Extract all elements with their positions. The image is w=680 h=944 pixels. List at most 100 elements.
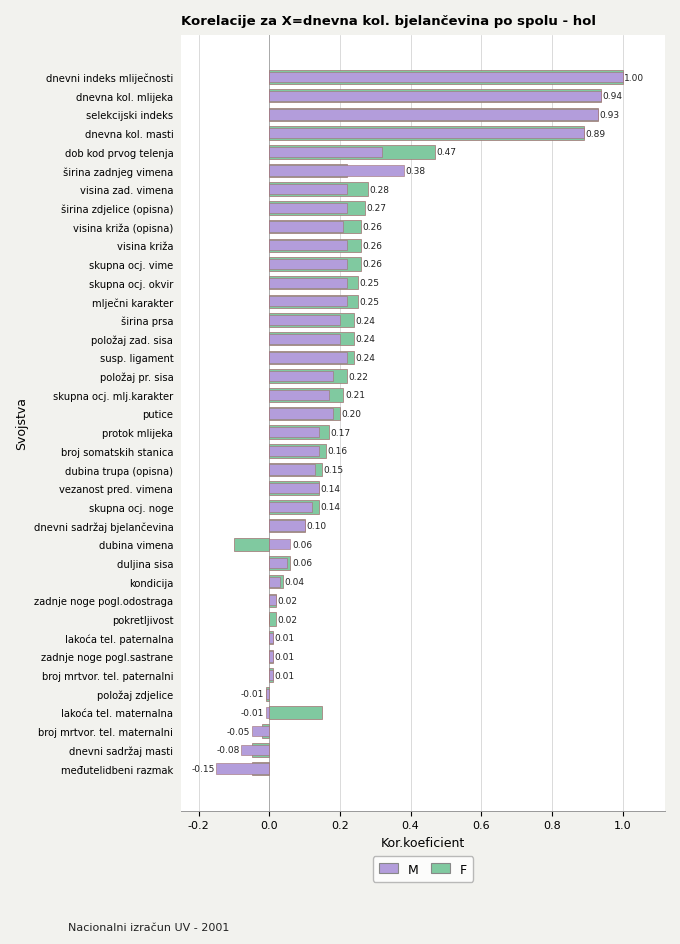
Bar [269,370,347,383]
Text: 0.94: 0.94 [602,93,623,101]
Bar [216,764,269,774]
Bar [269,164,347,178]
Bar [269,222,343,232]
Text: Korelacije za X=dnevna kol. bjelančevina po spolu - hol: Korelacije za X=dnevna kol. bjelančevina… [181,15,596,28]
Bar [269,389,343,402]
Text: 0.47: 0.47 [437,148,457,157]
Text: 0.01: 0.01 [274,671,294,680]
Text: 0.25: 0.25 [359,297,379,307]
Bar [269,407,340,421]
Bar [269,372,333,381]
Text: -0.08: -0.08 [216,746,239,754]
Text: Nacionalni izračun UV - 2001: Nacionalni izračun UV - 2001 [68,921,229,932]
Text: -0.15: -0.15 [192,765,215,773]
Text: 0.26: 0.26 [362,242,383,250]
Text: 0.26: 0.26 [362,223,383,232]
Bar [269,557,290,570]
Bar [269,92,601,102]
Bar [269,315,340,326]
Bar [269,464,322,477]
Bar [269,482,319,496]
Bar [269,353,347,363]
Bar [269,445,326,458]
Bar [269,183,368,196]
Bar [269,577,280,587]
Text: 0.16: 0.16 [327,447,347,456]
Bar [269,110,598,121]
Text: 0.21: 0.21 [345,391,365,400]
Text: -0.01: -0.01 [241,708,265,717]
Bar [269,519,305,532]
Text: 0.01: 0.01 [274,633,294,643]
Bar [241,745,269,755]
Text: 0.17: 0.17 [330,429,351,437]
Bar [269,90,601,104]
Text: 0.22: 0.22 [348,372,369,381]
Text: 0.24: 0.24 [356,316,375,325]
Bar [269,464,316,475]
Bar [269,72,623,85]
Text: 0.06: 0.06 [292,559,312,568]
Bar [262,725,269,738]
Bar [269,166,403,177]
Bar [269,651,273,662]
Bar [252,726,269,736]
Bar [269,632,273,645]
Text: 0.20: 0.20 [341,410,361,418]
Bar [269,613,276,626]
Bar [269,483,319,494]
Bar [269,258,361,272]
Text: 0.27: 0.27 [366,204,386,213]
Text: 0.24: 0.24 [356,335,375,344]
Text: 0.26: 0.26 [362,261,383,269]
Bar [269,296,347,307]
X-axis label: Kor.koeficient: Kor.koeficient [381,835,465,849]
Bar [234,538,269,551]
Bar [252,743,269,757]
Bar [269,575,284,589]
Bar [269,390,329,400]
Text: 0.02: 0.02 [277,597,298,605]
Text: 1.00: 1.00 [624,74,644,82]
Text: 0.01: 0.01 [274,652,294,661]
Bar [269,409,333,419]
Text: 0.04: 0.04 [285,578,305,586]
Bar [266,689,269,700]
Bar [269,521,305,531]
Bar [269,73,623,83]
Bar [269,314,354,328]
Text: 0.25: 0.25 [359,278,379,288]
Bar [269,351,354,364]
Text: 0.24: 0.24 [356,354,375,362]
Bar [269,127,583,141]
Text: 0.02: 0.02 [277,615,298,624]
Bar [269,260,347,270]
Bar [269,334,340,345]
Legend: M, F: M, F [373,856,473,882]
Bar [269,277,358,290]
Bar [269,146,435,160]
Bar [269,668,273,683]
Bar [269,447,319,457]
Text: 0.93: 0.93 [599,110,619,120]
Text: 0.28: 0.28 [370,186,390,194]
Bar [269,706,322,719]
Bar [269,558,287,568]
Bar [269,295,358,309]
Bar [269,202,364,215]
Bar [269,594,276,607]
Bar [269,670,273,681]
Bar [269,502,311,513]
Bar [269,596,276,606]
Bar [266,687,269,700]
Text: -0.05: -0.05 [227,727,250,736]
Bar [269,129,583,139]
Bar [269,185,347,195]
Y-axis label: Svojstva: Svojstva [15,396,28,450]
Bar [269,632,273,643]
Bar [269,426,329,439]
Bar [269,147,382,158]
Bar [269,332,354,346]
Bar [269,500,319,514]
Bar [269,241,347,251]
